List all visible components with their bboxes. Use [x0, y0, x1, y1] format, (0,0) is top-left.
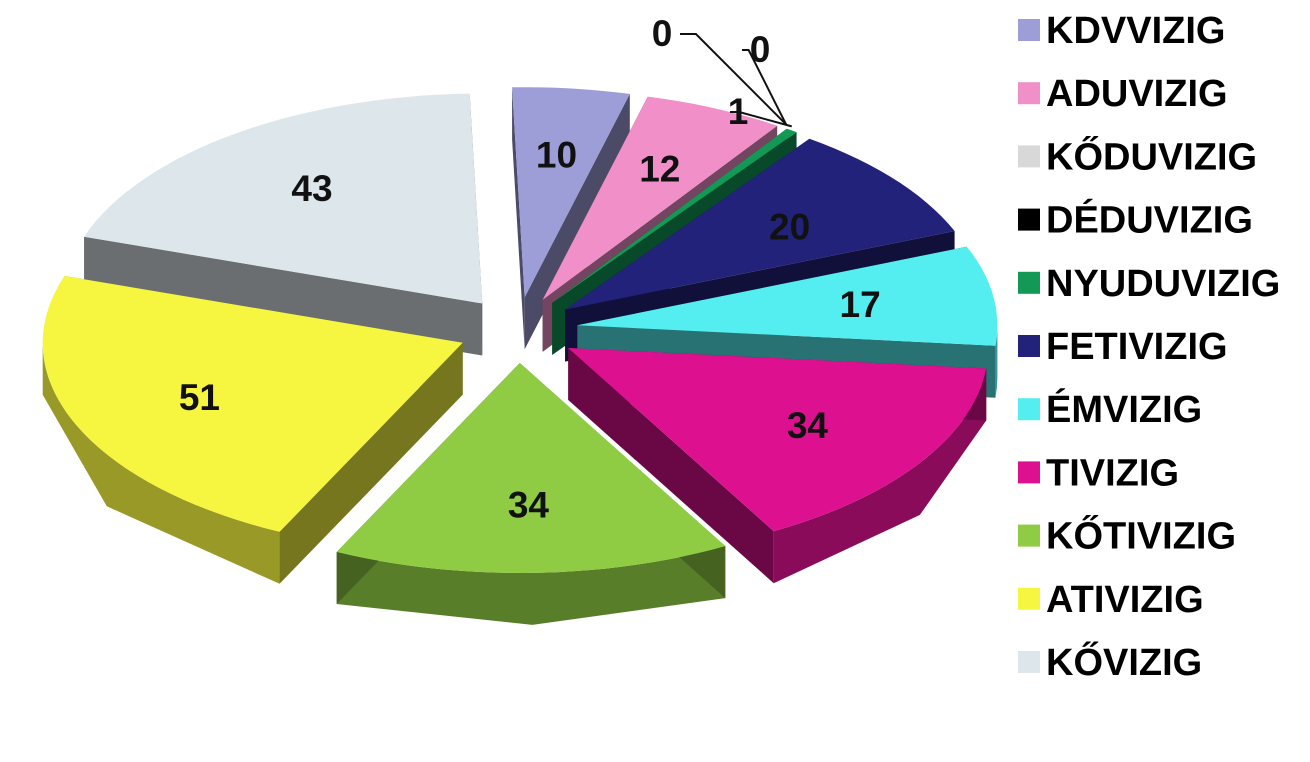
- data-label-deduvizig: 0: [750, 29, 771, 70]
- leader-line-koduvizig: [680, 33, 787, 126]
- slice-tivizig: [568, 348, 987, 584]
- legend-item-aduvizig: ADUVIZIG: [1018, 73, 1228, 115]
- legend-swatch: [1018, 587, 1040, 610]
- data-label-emvizig: 17: [840, 284, 881, 325]
- legend-item-deduvizig: DÉDUVIZIG: [1018, 198, 1253, 242]
- legend-label: ÉMVIZIG: [1046, 387, 1202, 431]
- legend-item-nyuduvizig: NYUDUVIZIG: [1018, 263, 1280, 305]
- pie-slices: [42, 87, 998, 625]
- slice-ativizig: [42, 275, 463, 584]
- legend-item-ativizig: ATIVIZIG: [1018, 579, 1204, 621]
- legend-swatch: [1018, 651, 1040, 673]
- data-label-koduvizig: 0: [652, 13, 673, 54]
- legend-label: ATIVIZIG: [1046, 579, 1204, 621]
- legend-label: KŐDUVIZIG: [1046, 134, 1257, 178]
- legend-swatch: [1018, 82, 1040, 105]
- slice-kotivizig: [336, 362, 726, 625]
- legend-label: DÉDUVIZIG: [1046, 198, 1253, 242]
- legend-item-emvizig: ÉMVIZIG: [1018, 387, 1202, 431]
- legend-label: KŐVIZIG: [1046, 640, 1202, 684]
- legend-label: FETIVIZIG: [1046, 326, 1228, 368]
- data-label-tivizig: 34: [787, 405, 829, 446]
- slice-kovizig: [84, 93, 483, 356]
- data-label-kotivizig: 34: [508, 485, 550, 526]
- leader-line-deduvizig: [742, 49, 788, 125]
- legend-label: TIVIZIG: [1046, 452, 1179, 494]
- data-label-kdvvizig: 10: [536, 134, 577, 175]
- legend-item-koduvizig: KŐDUVIZIG: [1018, 134, 1257, 178]
- legend: KDVVIZIG ADUVIZIG KŐDUVIZIG DÉDUVIZIG NYUDUV…: [1018, 10, 1280, 684]
- data-label-ativizig: 51: [179, 377, 220, 418]
- legend-item-kotivizig: KŐTIVIZIG: [1018, 514, 1236, 558]
- legend-swatch: [1018, 461, 1040, 484]
- data-label-aduvizig: 12: [639, 149, 680, 190]
- data-label-kovizig: 43: [291, 168, 332, 209]
- legend-swatch: [1018, 19, 1040, 41]
- legend-label: KŐTIVIZIG: [1046, 514, 1236, 558]
- legend-item-kovizig: KŐVIZIG: [1018, 640, 1202, 684]
- legend-label: NYUDUVIZIG: [1046, 263, 1280, 305]
- data-label-fetivizig: 20: [769, 206, 810, 247]
- legend-swatch: [1018, 208, 1040, 231]
- legend-item-tivizig: TIVIZIG: [1018, 452, 1179, 494]
- data-label-nyuduvizig: 1: [728, 91, 749, 132]
- legend-label: ADUVIZIG: [1046, 73, 1228, 115]
- legend-swatch: [1018, 524, 1040, 547]
- legend-swatch: [1018, 398, 1040, 421]
- legend-item-kdvvizig: KDVVIZIG: [1018, 10, 1225, 52]
- leader-line-nyuduvizig: [730, 111, 792, 128]
- legend-label: KDVVIZIG: [1046, 10, 1225, 52]
- legend-swatch: [1018, 145, 1040, 168]
- legend-item-fetivizig: FETIVIZIG: [1018, 326, 1228, 368]
- legend-swatch: [1018, 271, 1040, 294]
- legend-swatch: [1018, 335, 1040, 357]
